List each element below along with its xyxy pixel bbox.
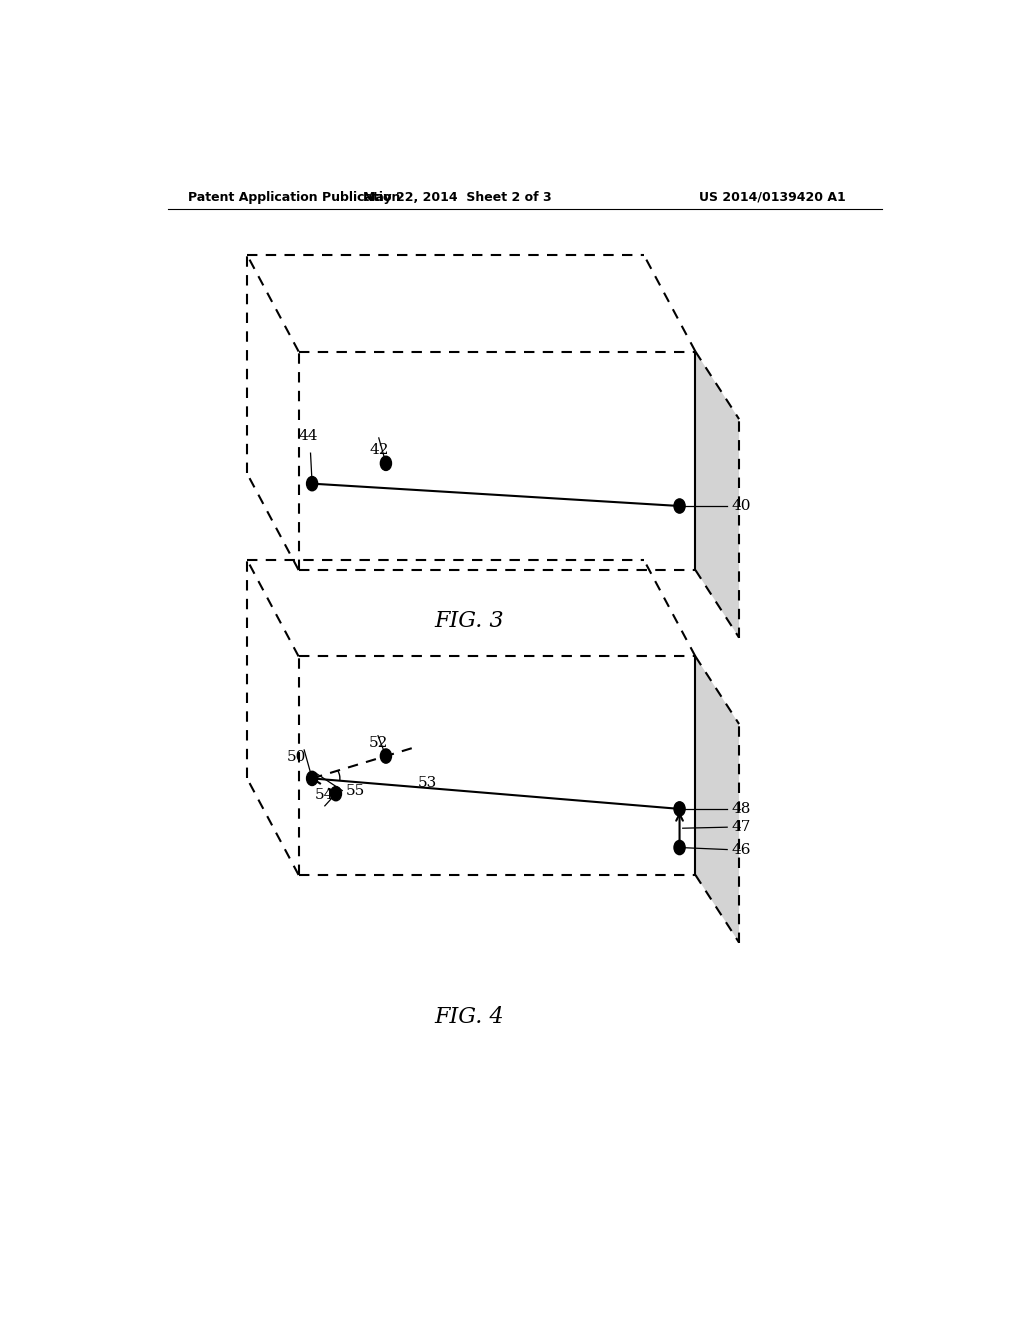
Text: 47: 47 [731, 820, 751, 834]
Text: Patent Application Publication: Patent Application Publication [187, 190, 400, 203]
Polygon shape [695, 656, 739, 942]
Circle shape [380, 748, 391, 763]
Circle shape [674, 841, 685, 854]
Text: 44: 44 [299, 429, 318, 444]
Text: 50: 50 [287, 750, 306, 764]
Text: 52: 52 [369, 735, 388, 750]
Text: 42: 42 [369, 444, 388, 457]
Text: US 2014/0139420 A1: US 2014/0139420 A1 [699, 190, 846, 203]
Text: 53: 53 [418, 776, 437, 791]
Circle shape [306, 477, 317, 491]
Text: 40: 40 [731, 499, 751, 513]
Text: FIG. 4: FIG. 4 [434, 1006, 504, 1028]
Text: 54: 54 [315, 788, 335, 801]
Text: 55: 55 [346, 784, 366, 797]
Circle shape [306, 771, 317, 785]
Circle shape [380, 457, 391, 470]
Text: 48: 48 [731, 801, 751, 816]
Text: May 22, 2014  Sheet 2 of 3: May 22, 2014 Sheet 2 of 3 [364, 190, 552, 203]
Text: 46: 46 [731, 842, 751, 857]
Circle shape [674, 801, 685, 816]
Circle shape [674, 499, 685, 513]
Circle shape [331, 787, 341, 801]
Polygon shape [695, 351, 739, 638]
Text: FIG. 3: FIG. 3 [434, 610, 504, 632]
